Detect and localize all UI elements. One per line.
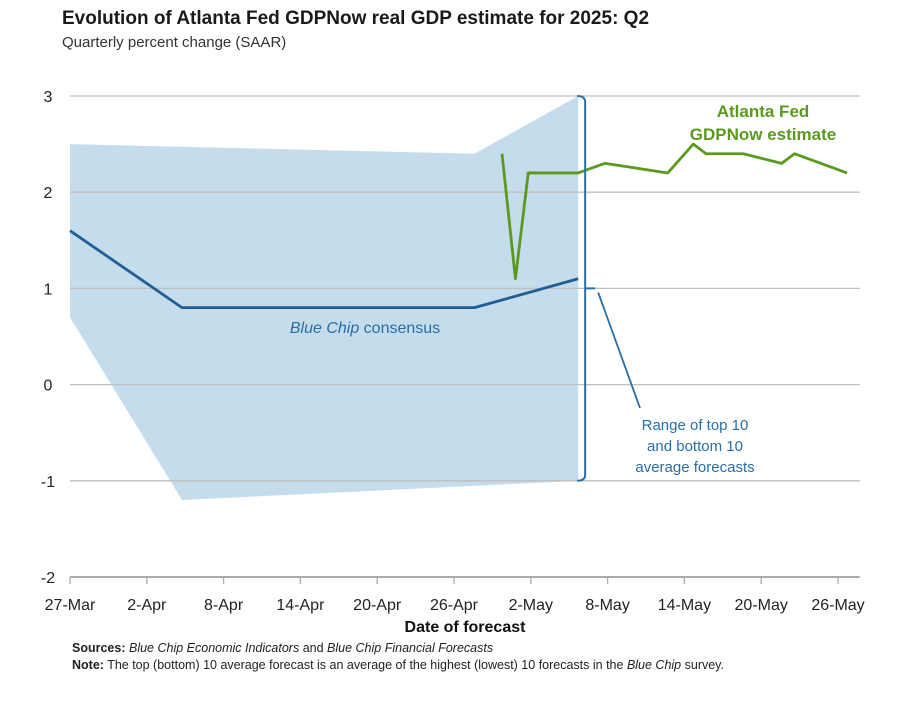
x-tick-label: 20-May <box>735 597 788 614</box>
x-tick-label: 20-Apr <box>353 597 402 614</box>
x-tick-label: 2-Apr <box>127 597 167 614</box>
x-tick-label: 26-May <box>811 597 864 614</box>
sources-label: Sources: <box>72 641 126 655</box>
gdpnow-line <box>500 142 848 281</box>
range-leader-line <box>597 292 641 409</box>
chart-title: Evolution of Atlanta Fed GDPNow real GDP… <box>62 8 650 29</box>
sources-line: Sources: Blue Chip Economic Indicators a… <box>72 640 832 657</box>
range-label: average forecasts <box>635 459 754 476</box>
x-tick-label: 14-Apr <box>276 597 325 614</box>
x-tick-label: 8-Apr <box>204 597 244 614</box>
x-tick-label: 14-May <box>658 597 711 614</box>
y-tick-label: 3 <box>44 89 53 106</box>
x-tick-label: 27-Mar <box>45 597 96 614</box>
gdpnow-label: Atlanta Fed <box>717 102 810 121</box>
consensus-label: Blue Chip consensus <box>290 320 440 337</box>
sources-2: Blue Chip Financial Forecasts <box>327 641 494 655</box>
note-italic: Blue Chip <box>626 658 682 672</box>
y-tick-label: -1 <box>41 474 55 491</box>
y-tick-label: -2 <box>41 570 55 587</box>
note-end: survey. <box>681 658 724 672</box>
range-label: Range of top 10 <box>642 417 749 434</box>
x-tick-label: 2-May <box>509 597 553 614</box>
x-tick-label: 26-Apr <box>430 597 479 614</box>
consensus-line <box>69 229 579 310</box>
note-line: Note: The top (bottom) 10 average foreca… <box>72 657 832 674</box>
note-label: Note: <box>72 658 104 672</box>
note-text: The top (bottom) 10 average forecast is … <box>103 658 627 672</box>
gdpnow-label: GDPNow estimate <box>690 125 836 144</box>
sources-and: and <box>299 641 328 655</box>
range-band <box>70 96 579 501</box>
range-label: and bottom 10 <box>647 438 743 455</box>
sources-1: Blue Chip Economic Indicators <box>128 641 300 655</box>
chart-notes: Sources: Blue Chip Economic Indicators a… <box>72 640 832 674</box>
chart-plot: 3 2 1 0 -1 -2 27-Mar 2-Apr 8-Apr 14-Apr 20-Apr 26-A… <box>41 89 865 636</box>
range-bracket <box>577 95 596 482</box>
chart-subtitle: Quarterly percent change (SAAR) <box>62 34 287 51</box>
x-tick-label: 8-May <box>585 597 629 614</box>
y-tick-label: 1 <box>44 281 53 298</box>
x-axis-title: Date of forecast <box>405 619 527 636</box>
y-tick-label: 2 <box>44 185 53 202</box>
y-tick-label: 0 <box>44 378 53 395</box>
